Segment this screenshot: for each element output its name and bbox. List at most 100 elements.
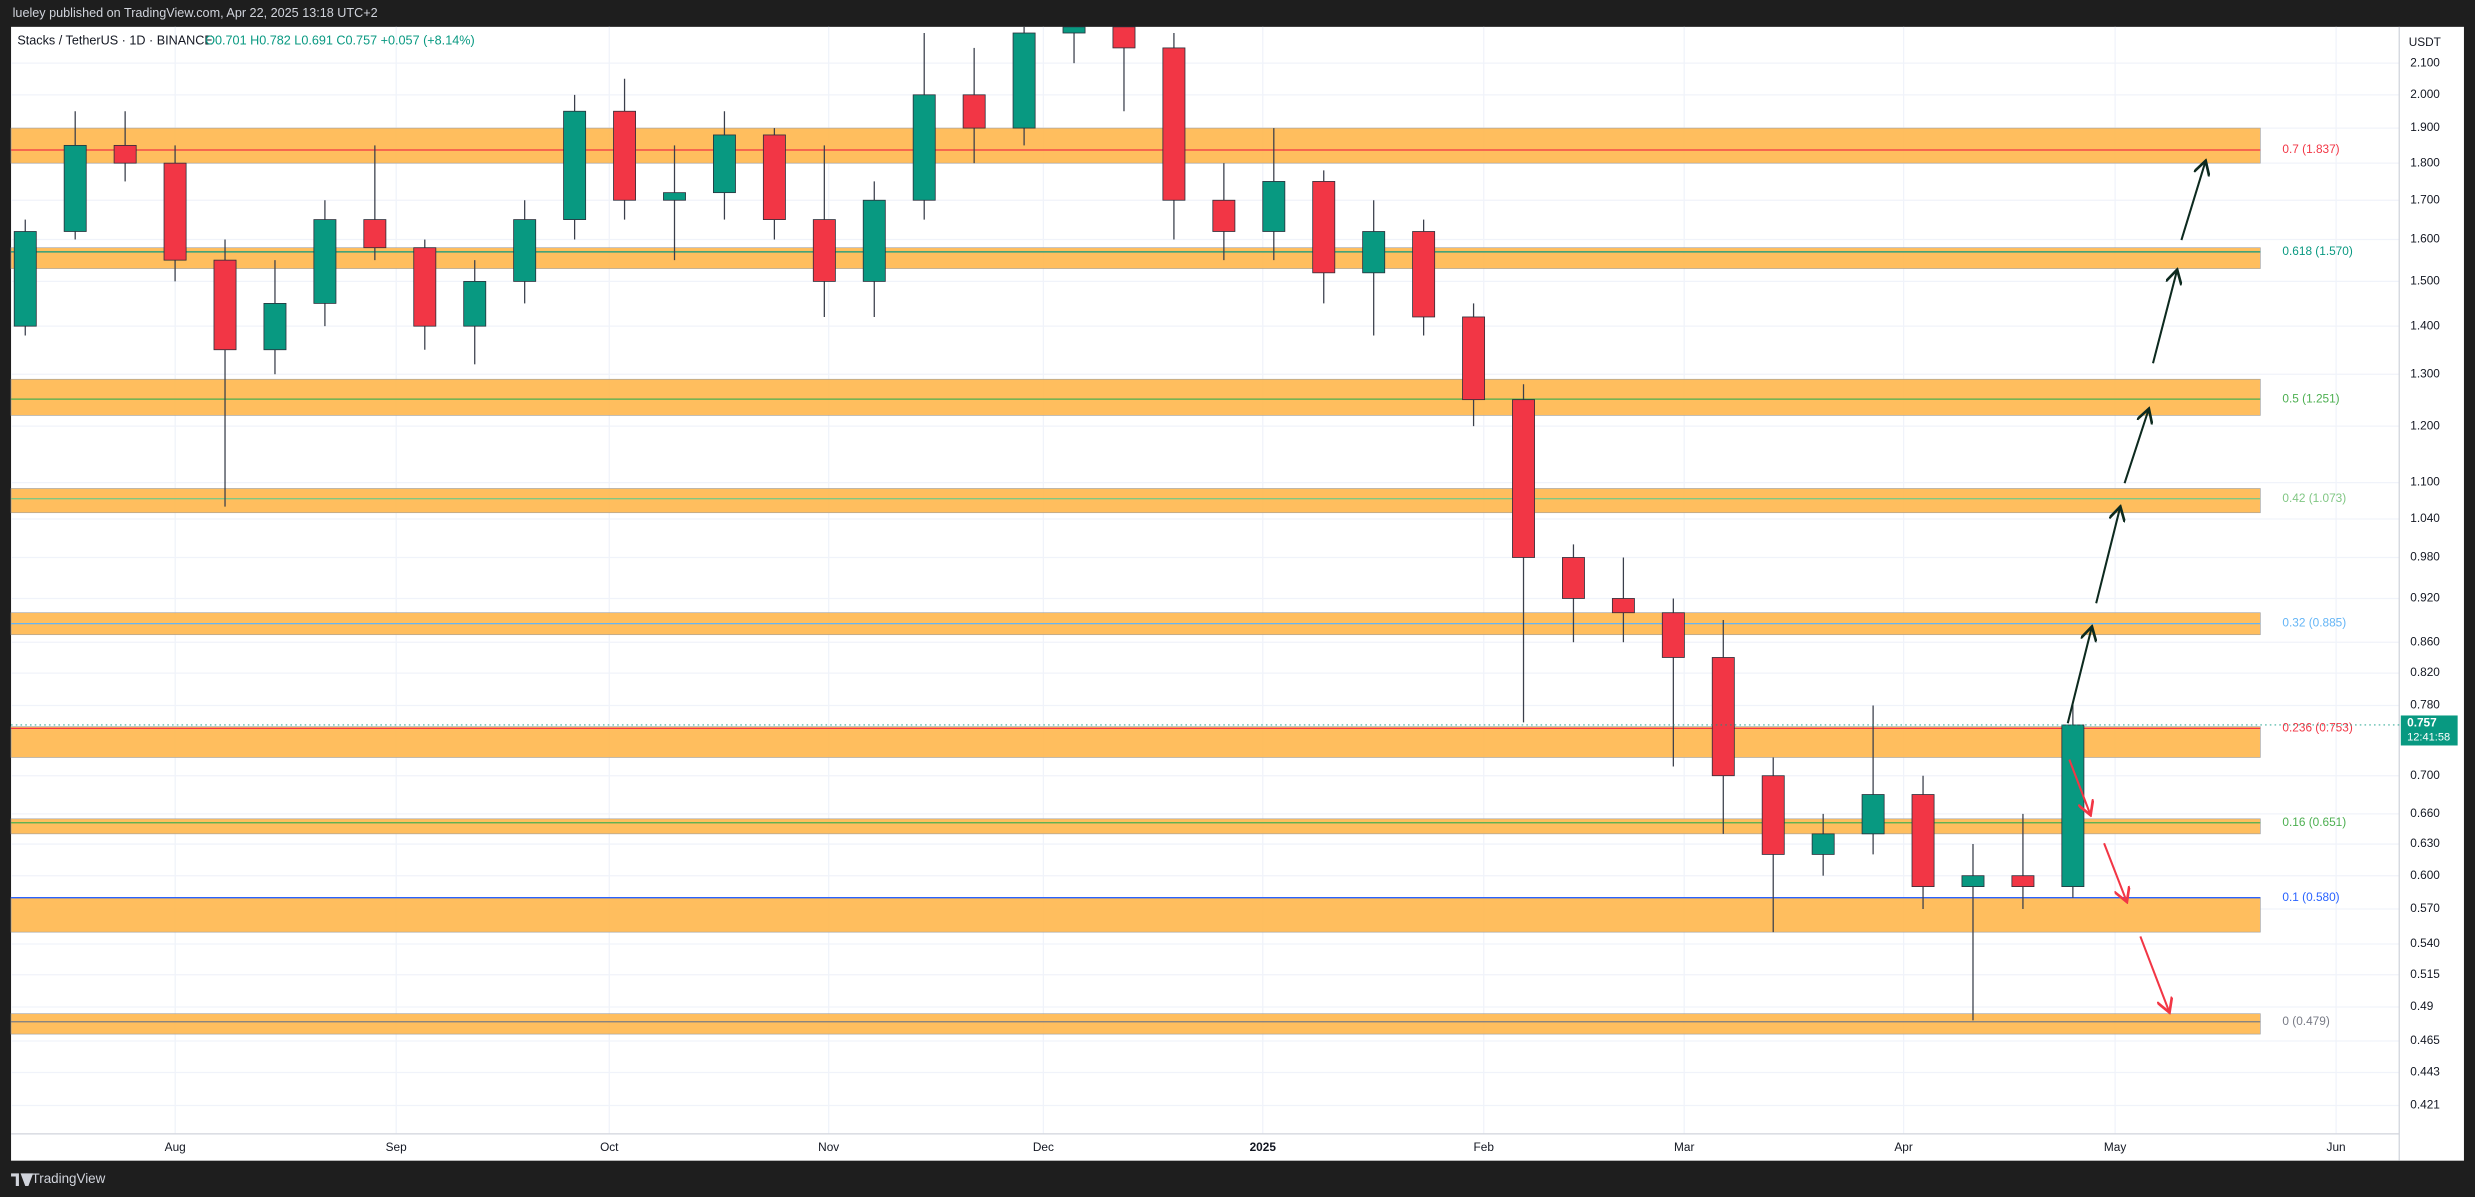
y-tick-label: 1.200: [2410, 418, 2440, 432]
arrow-up: [2123, 411, 2149, 484]
candle-body: [1512, 399, 1535, 558]
candle-body: [1062, 26, 1086, 34]
publisher: lueley published on TradingView.com, Apr…: [13, 6, 378, 20]
y-tick-label: 1.800: [2410, 155, 2440, 169]
projection-arrows: [2066, 163, 2205, 1011]
candle-body: [1362, 231, 1386, 274]
fib-zone: [10, 1013, 2261, 1035]
fib-zone: [10, 488, 2261, 514]
arrow-down: [2103, 842, 2126, 900]
candle-body: [2011, 875, 2035, 887]
x-tick-label: May: [2104, 1140, 2126, 1154]
y-tick-label: 1.600: [2410, 232, 2440, 246]
fib-zone: [10, 127, 2261, 164]
y-tick-label: 0.443: [2410, 1065, 2440, 1079]
y-tick-label: 0.920: [2410, 591, 2440, 605]
candle-body: [1012, 32, 1036, 129]
currency: USDT: [2409, 35, 2441, 49]
fib-label: 0.1 (0.580): [2282, 890, 2339, 904]
candle-body: [63, 144, 87, 232]
symbol-title: Stacks / TetherUS · 1D · BINANCE: [17, 33, 212, 47]
brand: TradingView: [32, 1171, 106, 1186]
x-tick-label: Jun: [2327, 1140, 2346, 1154]
candle-body: [513, 219, 537, 282]
candle-body: [762, 134, 786, 220]
x-tick-label: 2025: [1250, 1140, 1277, 1154]
candle-body: [263, 303, 287, 351]
candle-body: [213, 259, 237, 351]
y-tick-label: 0.570: [2410, 901, 2440, 915]
candle-body: [1262, 181, 1286, 232]
arrow-down: [2139, 936, 2168, 1010]
candle-body: [912, 94, 936, 201]
fib-label: 0.618 (1.570): [2282, 244, 2352, 258]
x-tick-label: Apr: [1894, 1140, 1912, 1154]
candle-body: [1312, 181, 1336, 274]
y-tick-label: 0.820: [2410, 665, 2440, 679]
fib-label: 0.42 (1.073): [2282, 491, 2346, 505]
y-tick-label: 0.49: [2410, 999, 2433, 1013]
candle-body: [663, 192, 686, 201]
y-tick-label: 1.300: [2410, 366, 2440, 380]
candle-body: [1661, 612, 1685, 658]
y-tick-label: 2.000: [2410, 87, 2440, 101]
y-tick-label: 1.040: [2410, 511, 2440, 525]
y-tick-label: 1.400: [2410, 318, 2440, 332]
candle-body: [1162, 47, 1186, 201]
x-tick-label: Feb: [1474, 1140, 1495, 1154]
fib-label: 0.7 (1.837): [2282, 142, 2339, 156]
last-price-badge: [2400, 715, 2458, 746]
y-tick-label: 0.980: [2410, 550, 2440, 564]
y-tick-label: 1.500: [2410, 274, 2440, 288]
candle-body: [463, 281, 487, 327]
candle-body: [363, 219, 387, 249]
x-tick-label: Aug: [165, 1140, 186, 1154]
candle-body: [563, 110, 587, 220]
x-tick-label: Dec: [1033, 1140, 1054, 1154]
candle-body: [613, 110, 637, 201]
y-tick-label: 0.860: [2410, 634, 2440, 648]
fib-label: 0.236 (0.753): [2282, 721, 2352, 735]
y-tick-label: 0.540: [2410, 936, 2440, 950]
y-tick-label: 1.100: [2410, 475, 2440, 489]
candle-body: [1462, 316, 1486, 401]
fib-label: 0.5 (1.251): [2282, 391, 2339, 405]
fib-zone: [10, 897, 2261, 933]
candle-body: [313, 219, 337, 304]
fib-zone: [10, 378, 2261, 416]
candle-body: [1911, 794, 1935, 887]
x-tick-label: Sep: [386, 1140, 407, 1154]
countdown: 12:41:58: [2407, 732, 2450, 744]
y-tick-label: 1.900: [2410, 120, 2440, 134]
arrow-up: [2066, 629, 2092, 724]
y-tick-label: 1.700: [2410, 192, 2440, 206]
last-price: 0.757: [2407, 715, 2437, 729]
candle-body: [1811, 833, 1835, 855]
y-tick-label: 2.100: [2410, 55, 2440, 69]
y-tick-label: 0.660: [2410, 806, 2440, 820]
y-tick-label: 0.515: [2410, 967, 2440, 981]
arrow-down: [2068, 759, 2090, 814]
y-tick-label: 0.421: [2410, 1098, 2440, 1112]
candle-body: [1412, 231, 1436, 318]
candle-body: [862, 199, 886, 282]
chart-area: [11, 26, 2464, 1161]
candle-body: [113, 144, 137, 164]
arrow-up: [2152, 272, 2177, 364]
candle-body: [13, 231, 37, 327]
fib-label: 0.16 (0.651): [2282, 815, 2346, 829]
candle-body: [163, 162, 187, 261]
brand-logo: [11, 1173, 34, 1186]
candle-body: [812, 219, 836, 282]
candle-body: [413, 247, 437, 327]
y-tick-label: 0.465: [2410, 1033, 2440, 1047]
x-tick-label: Nov: [818, 1140, 839, 1154]
candle-body: [1112, 26, 1136, 49]
candle-body: [1761, 775, 1785, 855]
candle-body: [1961, 875, 1985, 887]
y-tick-label: 0.700: [2410, 768, 2440, 782]
fib-label: 0 (0.479): [2282, 1014, 2329, 1028]
x-tick-label: Mar: [1674, 1140, 1694, 1154]
fib-zone: [10, 726, 2261, 758]
